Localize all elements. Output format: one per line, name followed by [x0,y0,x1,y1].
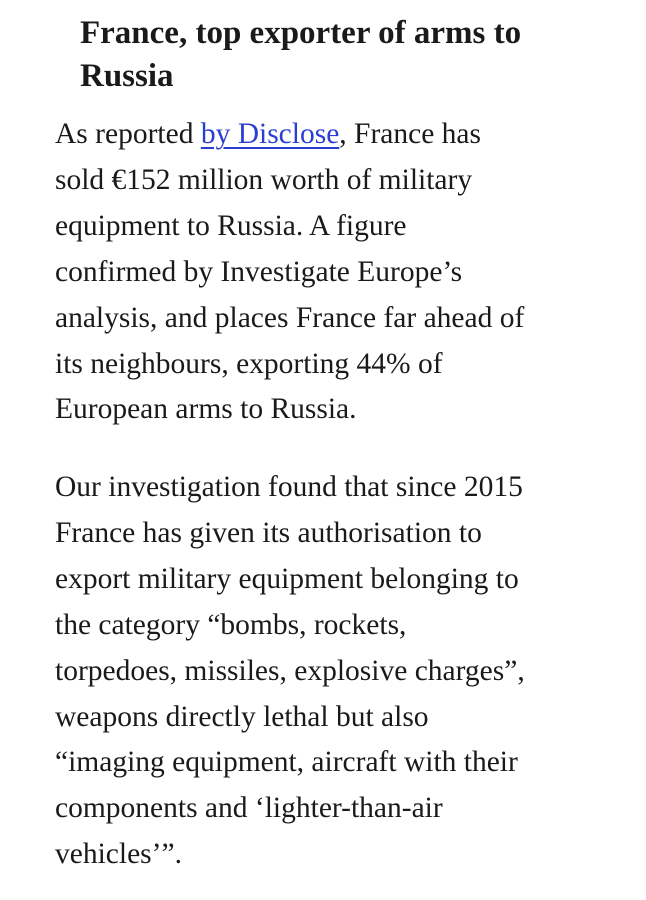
paragraph-line: analysis, and places France far ahead of [55,301,525,334]
paragraph-line: Our investigation found that since 2015 [55,471,523,503]
paragraph-line: torpedoes, missiles, explosive charges”, [55,654,525,687]
paragraph-line: components and ‘lighter-than-air [55,792,443,825]
paragraph-line: equipment to Russia. A figure [55,209,407,242]
paragraph-text: , France has [339,118,482,150]
paragraph-line: the category “bombs, rockets, [55,608,407,641]
paragraph-line: its neighbours, exporting 44% of [55,347,443,380]
paragraph-line: vehicles’”. [55,838,182,871]
paragraph-line: export military equipment belonging to [55,562,519,595]
heading-line: France, top exporter of arms to [80,15,522,51]
paragraph-line: “imaging equipment, aircraft with their [55,746,518,779]
paragraph-line: As reported by Disclose, France has [55,112,615,158]
paragraph-text: As reported [55,118,201,150]
heading-line: Russia [80,58,174,94]
paragraph-line: European arms to Russia. [55,393,357,426]
paragraph-investigation-findings: Our investigation found that since 2015 … [55,465,615,878]
section-heading: France, top exporter of arms to Russia [80,12,620,98]
paragraph-line: confirmed by Investigate Europe’s [55,255,463,288]
paragraph-line: sold €152 million worth of military [55,163,473,196]
paragraph-line: weapons directly lethal but also [55,700,429,733]
disclose-link[interactable]: by Disclose [200,118,340,150]
paragraph-disclose-report: As reported by Disclose, France has sold… [55,112,615,433]
paragraph-line: France has given its authorisation to [55,516,482,549]
